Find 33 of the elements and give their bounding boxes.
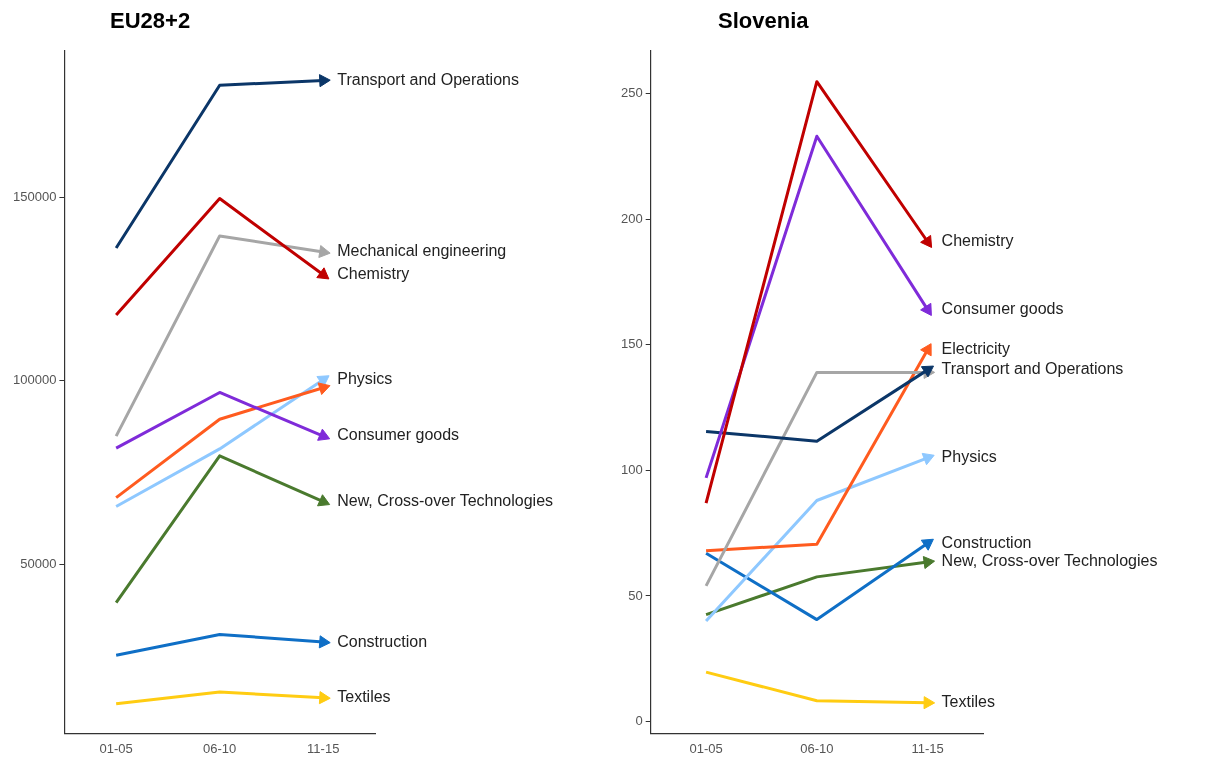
x-tick-label: 11-15 xyxy=(911,740,944,756)
series-label: Textiles xyxy=(337,688,391,706)
series-label: Construction xyxy=(337,632,428,650)
series-label: Transport and Operations xyxy=(941,360,1124,378)
y-tick-label: 50000 xyxy=(20,555,57,571)
series-label: Construction xyxy=(941,533,1032,551)
x-tick-label: 01-05 xyxy=(99,740,133,756)
series-label: Textiles xyxy=(941,693,995,711)
series-label: New, Cross-over Technologies xyxy=(941,552,1158,570)
x-tick-label: 06-10 xyxy=(800,740,834,756)
series-label: Consumer goods xyxy=(941,299,1064,317)
y-tick-label: 100000 xyxy=(12,372,57,388)
y-tick-label: 150 xyxy=(620,336,643,352)
series-label: New, Cross-over Technologies xyxy=(337,492,554,510)
series-label: Physics xyxy=(941,448,997,466)
series-label: Electricity xyxy=(941,340,1011,358)
series-label: Transport and Operations xyxy=(337,70,519,88)
chart-title: EU28+2 xyxy=(110,8,191,34)
y-tick-label: 0 xyxy=(635,713,643,729)
series-label: Chemistry xyxy=(941,232,1014,250)
series-label: Physics xyxy=(337,370,393,388)
y-tick-label: 250 xyxy=(620,85,643,101)
y-tick-label: 150000 xyxy=(12,189,57,205)
y-tick-label: 50 xyxy=(628,587,643,603)
y-tick-label: 100 xyxy=(620,461,643,477)
series-label: Consumer goods xyxy=(337,426,460,444)
series-label: Mechanical engineering xyxy=(337,242,507,260)
x-tick-label: 01-05 xyxy=(689,740,723,756)
series-label: Chemistry xyxy=(337,265,410,283)
chart-title: Slovenia xyxy=(718,8,809,34)
x-tick-label: 11-15 xyxy=(307,740,340,756)
y-tick-label: 200 xyxy=(620,210,643,226)
x-tick-label: 06-10 xyxy=(203,740,237,756)
